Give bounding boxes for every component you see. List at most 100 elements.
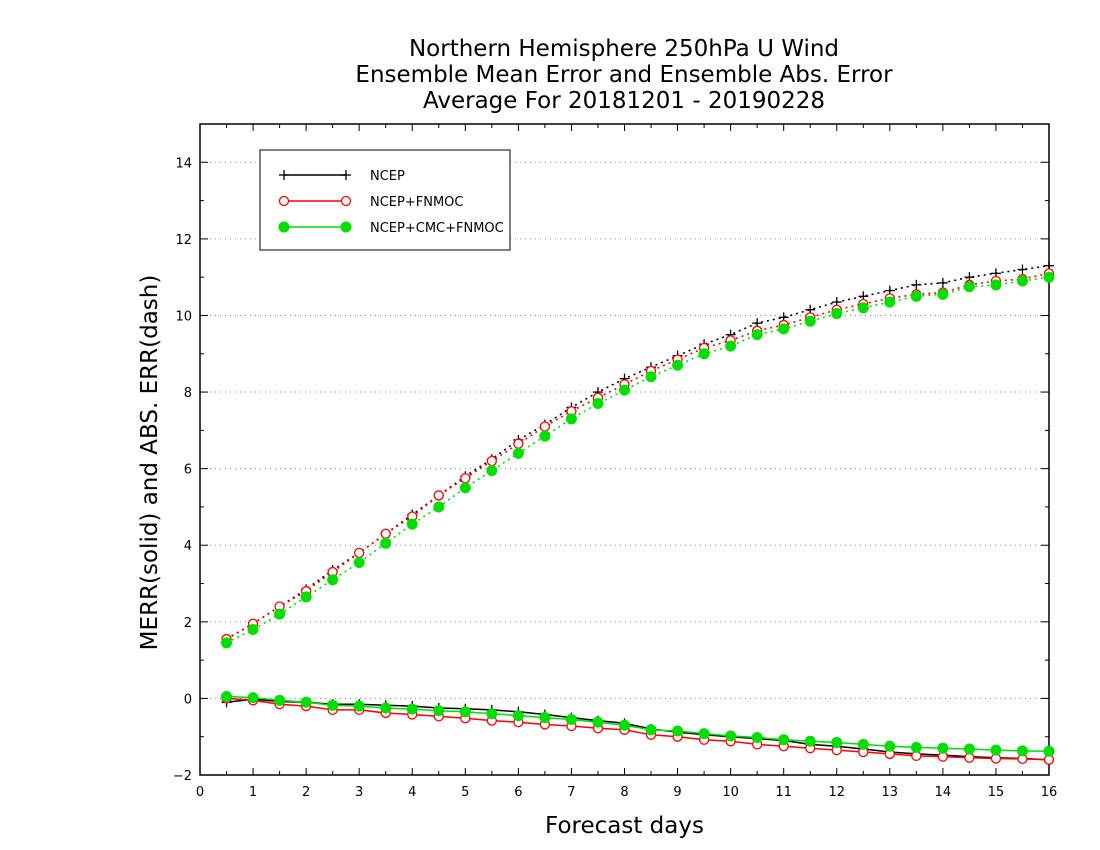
- point-marker: [274, 608, 286, 620]
- legend-item: NCEP+FNMOC: [278, 195, 463, 210]
- y-tick-label: 10: [175, 309, 192, 324]
- x-tick-label: 16: [1041, 785, 1058, 800]
- x-tick-label: 12: [828, 785, 845, 800]
- point-marker: [884, 740, 896, 752]
- x-axis-title: Forecast days: [545, 813, 704, 839]
- x-tick-label: 1: [249, 785, 257, 800]
- legend-label: NCEP+CMC+FNMOC: [370, 221, 504, 236]
- x-tick-label: 2: [302, 785, 310, 800]
- point-marker: [278, 221, 290, 233]
- point-marker: [778, 323, 790, 335]
- point-marker: [910, 741, 922, 753]
- y-tick-label: 4: [184, 539, 192, 554]
- x-tick-label: 14: [935, 785, 952, 800]
- point-marker: [990, 279, 1002, 291]
- point-marker: [937, 277, 948, 288]
- point-marker: [910, 290, 922, 302]
- point-marker: [433, 490, 444, 501]
- point-marker: [380, 528, 391, 539]
- y-tick-label: −2: [173, 769, 192, 784]
- point-marker: [831, 736, 843, 748]
- point-marker: [937, 742, 949, 754]
- legend-box: [259, 149, 511, 251]
- point-marker: [406, 703, 418, 715]
- point-marker: [698, 348, 710, 360]
- y-tick-label: 12: [175, 233, 192, 248]
- abs-err-line: [226, 276, 1050, 644]
- x-tick-label: 9: [673, 785, 681, 800]
- point-marker: [539, 712, 551, 724]
- point-marker: [963, 281, 975, 293]
- point-marker: [433, 705, 445, 717]
- point-marker: [512, 710, 524, 722]
- point-marker: [884, 296, 896, 308]
- x-tick-label: 7: [567, 785, 575, 800]
- point-marker: [300, 696, 312, 708]
- series-ncep-fnmoc: [221, 268, 1055, 765]
- point-marker: [539, 421, 551, 432]
- point-marker: [341, 170, 351, 180]
- y-tick-label: 8: [184, 386, 192, 401]
- series-layer: [221, 260, 1055, 765]
- y-tick-label: 6: [184, 463, 192, 478]
- series-ncep: [221, 260, 1054, 765]
- point-marker: [911, 279, 922, 290]
- x-tick-label: 11: [775, 785, 792, 800]
- y-tick-label: 0: [184, 692, 192, 707]
- point-marker: [804, 315, 816, 327]
- point-marker: [804, 735, 816, 747]
- x-tick-label: 15: [988, 785, 1005, 800]
- point-marker: [592, 716, 604, 728]
- point-marker: [857, 302, 869, 314]
- point-marker: [340, 221, 352, 233]
- point-marker: [592, 398, 604, 410]
- x-tick-label: 6: [514, 785, 522, 800]
- point-marker: [937, 288, 949, 300]
- point-marker: [778, 734, 790, 746]
- y-tick-label: 14: [175, 156, 192, 171]
- point-marker: [565, 713, 577, 725]
- point-marker: [619, 384, 630, 396]
- point-marker: [459, 482, 471, 494]
- point-marker: [645, 724, 657, 736]
- point-marker: [990, 744, 1002, 756]
- abs-err-line: [226, 272, 1050, 640]
- point-marker: [857, 738, 869, 750]
- point-marker: [354, 547, 365, 559]
- point-marker: [380, 702, 392, 714]
- x-tick-label: 10: [722, 785, 739, 800]
- point-marker: [486, 465, 498, 477]
- x-tick-label: 3: [355, 785, 363, 800]
- chart-title-line-2: Ensemble Mean Error and Ensemble Abs. Er…: [355, 62, 893, 88]
- point-marker: [300, 591, 312, 603]
- point-marker: [340, 195, 352, 207]
- point-marker: [513, 438, 524, 449]
- abs-err-line: [226, 264, 1050, 640]
- legend-item: NCEP+CMC+FNMOC: [278, 221, 504, 236]
- point-marker: [1043, 745, 1055, 757]
- point-marker: [433, 501, 445, 513]
- point-marker: [486, 708, 498, 720]
- x-tick-label: 0: [196, 785, 204, 800]
- point-marker: [831, 308, 843, 320]
- legend-item: NCEP: [279, 169, 405, 184]
- point-marker: [278, 195, 290, 207]
- point-marker: [327, 574, 339, 586]
- point-marker: [353, 556, 365, 568]
- point-marker: [279, 170, 289, 180]
- legend-label: NCEP: [370, 169, 405, 184]
- point-marker: [353, 700, 365, 712]
- point-marker: [380, 537, 392, 549]
- point-marker: [963, 743, 975, 755]
- y-axis-title: MERR(solid) and ABS. ERR(dash): [137, 275, 163, 651]
- point-marker: [751, 731, 763, 743]
- x-tick-label: 13: [882, 785, 899, 800]
- point-marker: [1017, 264, 1028, 275]
- point-marker: [1043, 271, 1055, 283]
- chart-title-block: Northern Hemisphere 250hPa U Wind Ensemb…: [0, 36, 1100, 114]
- merr-line: [226, 698, 1050, 761]
- point-marker: [327, 699, 339, 711]
- point-marker: [619, 719, 630, 731]
